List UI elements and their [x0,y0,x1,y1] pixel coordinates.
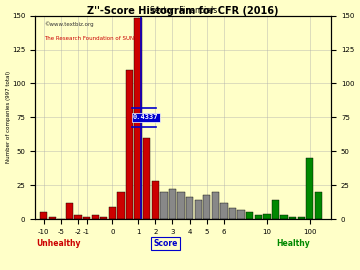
Bar [66,203,73,219]
Bar [220,203,228,219]
Bar [194,200,202,219]
Bar [177,192,185,219]
Bar [280,215,288,219]
Bar [100,217,108,219]
Text: Score: Score [153,239,177,248]
Bar [263,214,270,219]
Bar [109,207,116,219]
Bar [75,215,82,219]
Bar [246,212,253,219]
Bar [212,192,219,219]
Text: Healthy: Healthy [276,239,310,248]
Bar [272,200,279,219]
Bar [117,192,125,219]
Bar [203,195,211,219]
Bar [306,158,314,219]
Text: ©www.textbiz.org: ©www.textbiz.org [44,22,94,27]
Text: Unhealthy: Unhealthy [37,239,81,248]
Title: Z''-Score Histogram for CFR (2016): Z''-Score Histogram for CFR (2016) [87,6,279,16]
Bar [160,192,167,219]
Text: The Research Foundation of SUNY: The Research Foundation of SUNY [44,36,138,41]
Bar [315,192,322,219]
Bar [143,138,150,219]
Bar [83,217,90,219]
Bar [238,210,245,219]
Bar [40,212,48,219]
Bar [255,215,262,219]
Bar [135,18,142,219]
Bar [169,189,176,219]
Bar [126,70,133,219]
Bar [298,217,305,219]
Bar [152,181,159,219]
Bar [229,208,236,219]
Bar [289,217,296,219]
Bar [49,217,56,219]
Bar [186,197,193,219]
Y-axis label: Number of companies (997 total): Number of companies (997 total) [5,71,10,163]
Text: 0.4337: 0.4337 [133,114,158,120]
Bar [91,215,99,219]
Text: Sector: Financials: Sector: Financials [149,6,217,15]
